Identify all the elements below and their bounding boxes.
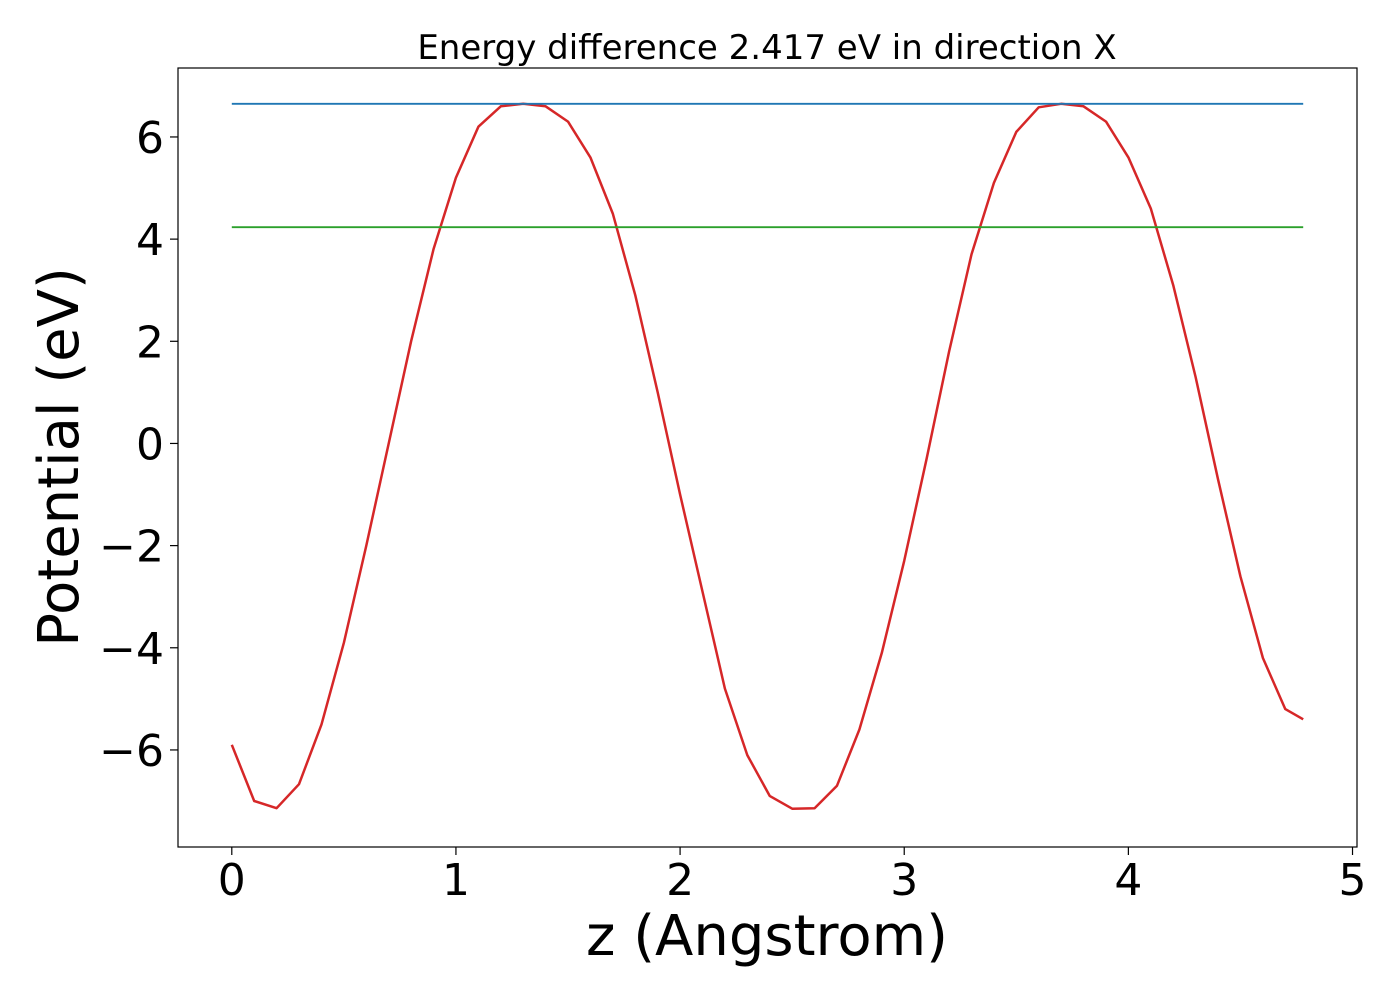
x-tick-label: 3	[890, 855, 918, 906]
x-tick-label: 5	[1339, 855, 1367, 906]
y-tick-label: 0	[136, 419, 164, 470]
x-tick-label: 0	[218, 855, 246, 906]
y-tick-label: 2	[136, 317, 164, 368]
y-axis-ticks: −6 −4 −2 0 2 4 6	[99, 113, 178, 777]
y-tick-label: −2	[99, 522, 164, 573]
chart-title: Energy difference 2.417 eV in direction …	[417, 28, 1116, 68]
y-tick-label: −4	[99, 624, 164, 675]
x-tick-label: 1	[442, 855, 470, 906]
x-axis-label: z (Angstrom)	[586, 904, 948, 969]
y-tick-label: 4	[136, 215, 164, 266]
x-tick-label: 4	[1114, 855, 1142, 906]
y-tick-label: 6	[136, 113, 164, 164]
y-tick-label: −6	[99, 726, 164, 777]
y-axis-label: Potential (eV)	[27, 267, 92, 647]
plot-frame	[177, 67, 1358, 848]
x-axis-ticks: 0 1 2 3 4 5	[218, 847, 1367, 906]
series-layer	[230, 102, 1304, 810]
x-tick-label: 2	[666, 855, 694, 906]
potential-curve	[230, 102, 1304, 810]
